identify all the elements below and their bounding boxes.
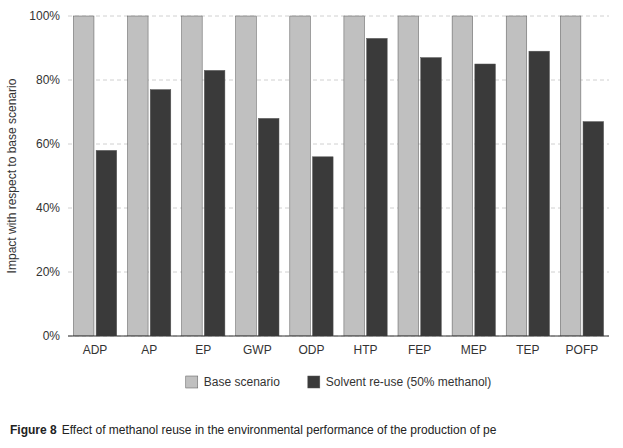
x-tick-label: POFP (566, 343, 599, 357)
bar (204, 70, 225, 336)
bar (506, 16, 527, 336)
bar (150, 90, 171, 336)
y-tick-label: 60% (36, 137, 60, 151)
x-tick-label: EP (195, 343, 211, 357)
x-tick-label: AP (141, 343, 157, 357)
bar (96, 150, 117, 336)
x-tick-label: MEP (461, 343, 487, 357)
grid-line (68, 336, 609, 337)
y-tick-label: 20% (36, 265, 60, 279)
x-tick-label: GWP (243, 343, 272, 357)
bar (258, 118, 279, 336)
bar (290, 16, 311, 336)
legend-label: Base scenario (204, 375, 280, 389)
grid (68, 16, 609, 336)
bar (73, 16, 94, 336)
x-tick-label: HTP (354, 343, 378, 357)
x-tick-label: TEP (516, 343, 539, 357)
y-tick-label: 0% (43, 329, 61, 343)
grid-line (68, 144, 609, 145)
grid-line (68, 80, 609, 81)
caption: Figure 8 Effect of methanol reuse in the … (10, 423, 497, 437)
y-tick-label: 80% (36, 73, 60, 87)
legend-label: Solvent re-use (50% methanol) (326, 375, 491, 389)
bar (583, 122, 604, 336)
x-tick-label: ADP (83, 343, 108, 357)
bar (182, 16, 203, 336)
bar (475, 64, 496, 336)
legend: Base scenario Solvent re-use (50% methano… (186, 375, 491, 389)
x-axis-line (68, 336, 609, 337)
caption-part: Effect of methanol reuse in the environm… (62, 423, 497, 437)
bar (398, 16, 419, 336)
legend-item: Base scenario (186, 375, 280, 389)
caption-part: Figure 8 (10, 423, 57, 437)
x-tick-label: FEP (408, 343, 431, 357)
bar (452, 16, 473, 336)
grid-line (68, 272, 609, 273)
bar (367, 38, 388, 336)
x-tick-label: ODP (298, 343, 324, 357)
legend-swatch (186, 376, 198, 388)
y-tick-label: 40% (36, 201, 60, 215)
bar (344, 16, 365, 336)
chart-container: 0% 20% 40% 60% 80% 100% Impact with respect to… (0, 0, 623, 448)
bars (73, 16, 603, 336)
bar (236, 16, 257, 336)
bar (560, 16, 581, 336)
bar (128, 16, 149, 336)
chart-svg: 0% 20% 40% 60% 80% 100% Impact with respect to… (0, 0, 623, 448)
bar (529, 51, 550, 336)
y-tick-label: 100% (29, 9, 60, 23)
legend-item: Solvent re-use (50% methanol) (308, 375, 491, 389)
bar (421, 58, 442, 336)
grid-line (68, 208, 609, 209)
grid-line (68, 16, 609, 17)
bar (313, 157, 334, 336)
legend-swatch (308, 376, 320, 388)
y-axis-label: Impact with respect to base scenario (5, 78, 19, 273)
